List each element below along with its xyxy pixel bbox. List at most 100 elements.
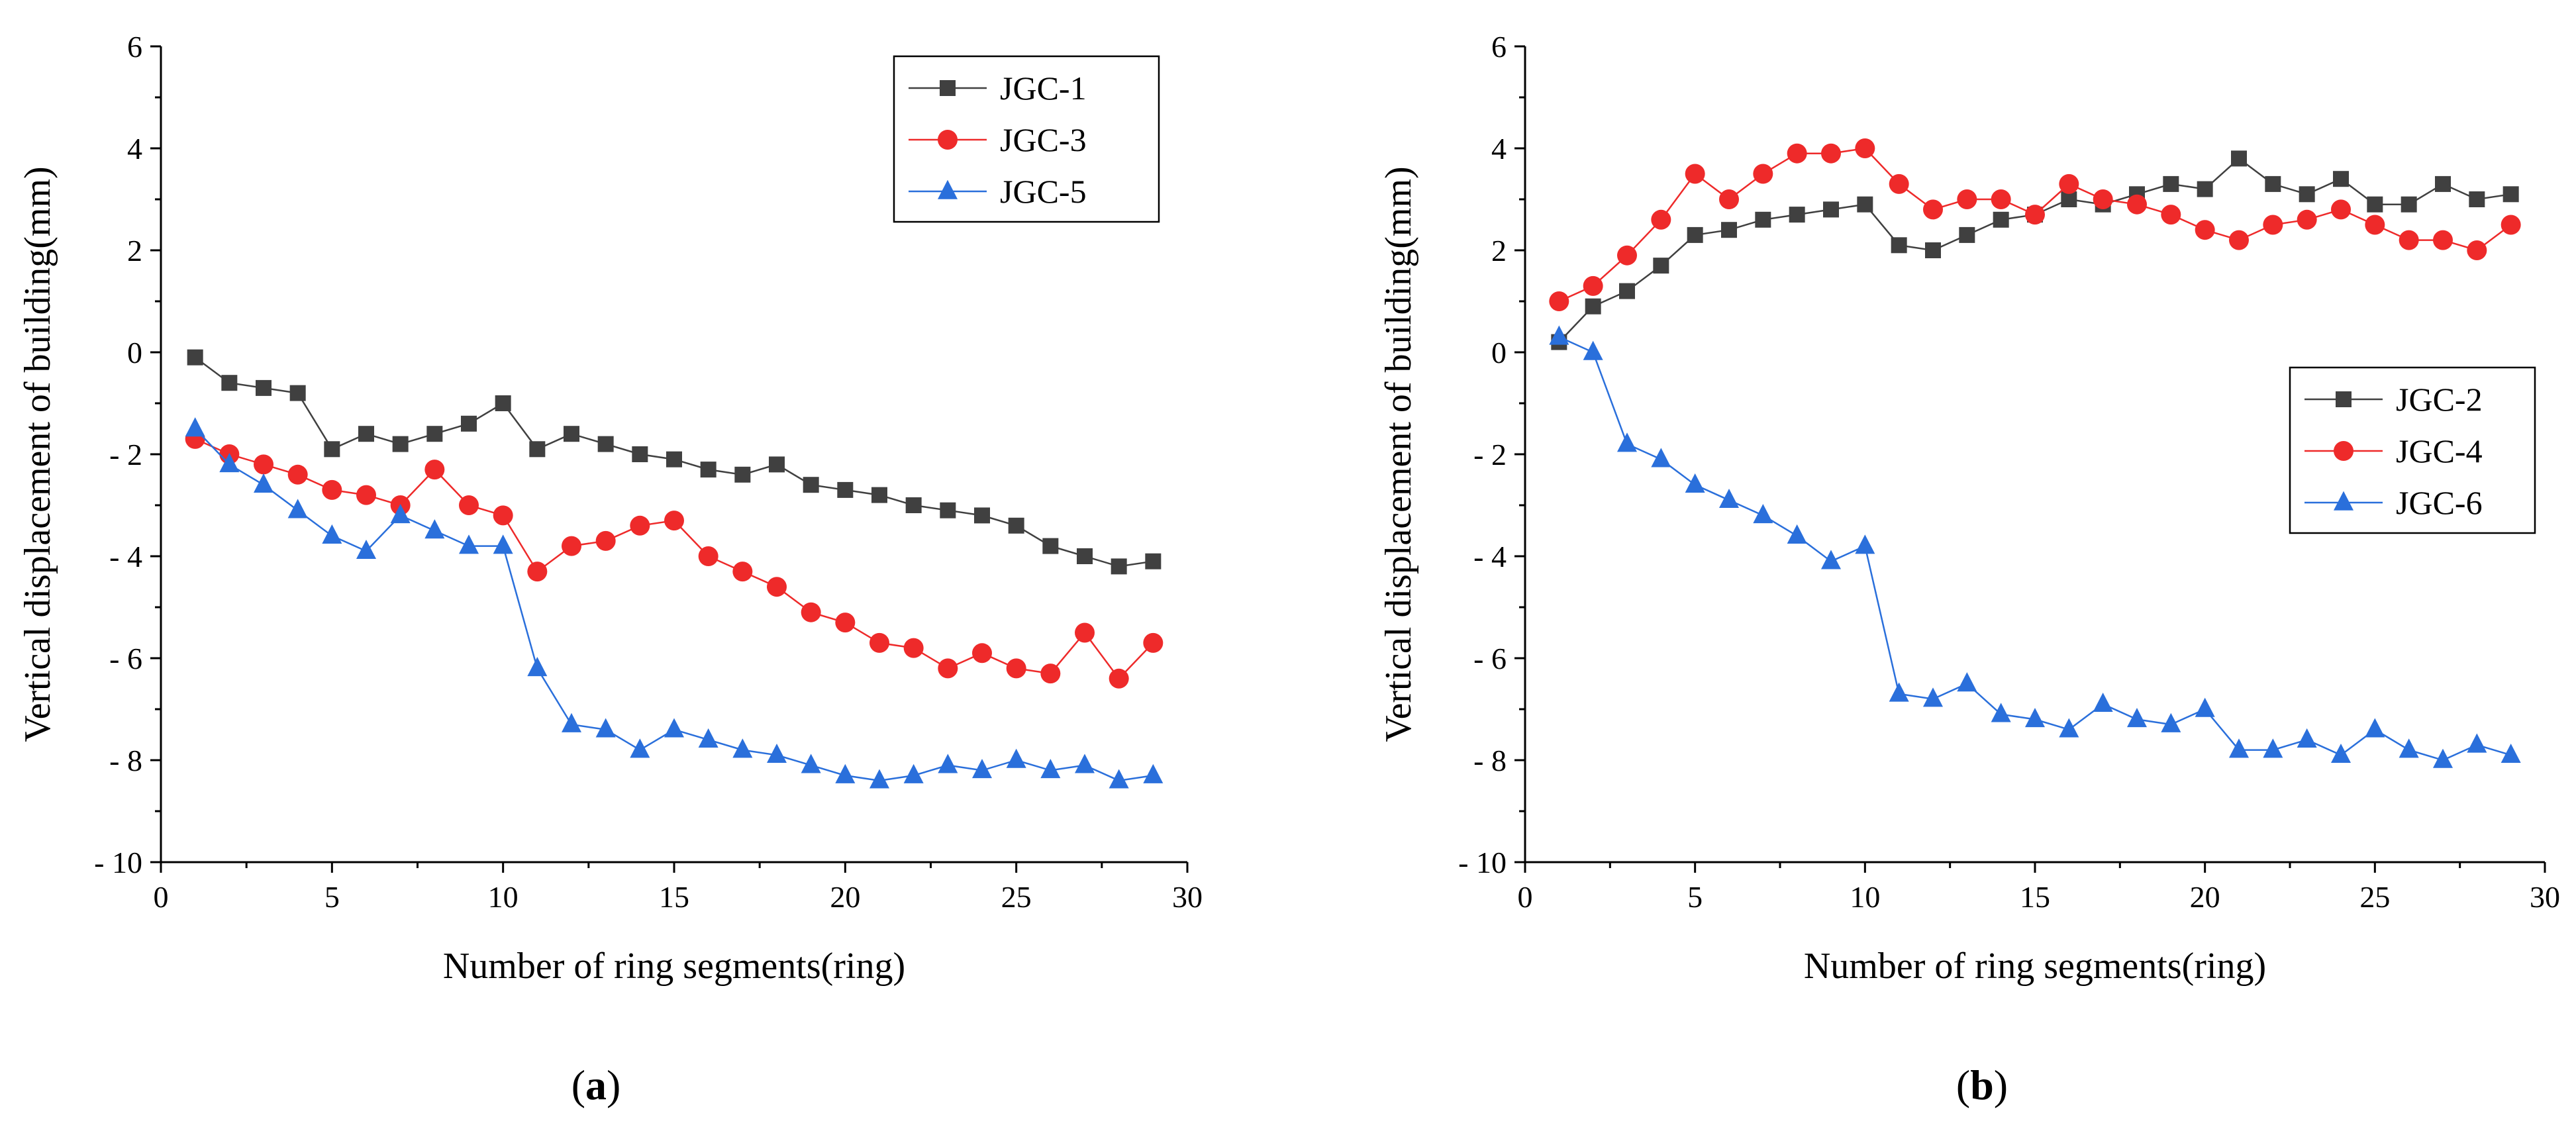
data-point-JGC-2 <box>2502 186 2519 203</box>
data-point-JGC-3 <box>938 658 958 679</box>
series-JGC-4 <box>1549 138 2521 311</box>
data-point-JGC-6 <box>2025 708 2045 728</box>
series-line-JGC-3 <box>195 438 1154 680</box>
data-point-JGC-5 <box>869 769 889 789</box>
data-point-JGC-3 <box>664 511 684 531</box>
data-point-JGC-6 <box>2433 748 2453 768</box>
data-point-JGC-2 <box>1721 222 1737 238</box>
data-point-JGC-1 <box>871 487 887 503</box>
data-point-JGC-3 <box>1040 664 1061 684</box>
y-tick-label: 6 <box>127 30 142 64</box>
data-point-JGC-1 <box>1145 553 1162 569</box>
data-point-JGC-1 <box>803 477 819 493</box>
data-point-JGC-2 <box>1653 258 1669 274</box>
data-point-JGC-4 <box>2161 205 2181 225</box>
x-tick-label: 20 <box>830 880 860 914</box>
legend-label-JGC-3: JGC-3 <box>1000 121 1087 158</box>
data-point-JGC-1 <box>392 436 409 452</box>
x-tick-label: 15 <box>2020 880 2050 914</box>
data-point-JGC-2 <box>2469 191 2485 207</box>
x-tick-label: 0 <box>1518 880 1533 914</box>
x-tick-label: 20 <box>2190 880 2220 914</box>
data-point-JGC-5 <box>527 657 548 677</box>
data-point-JGC-2 <box>2163 175 2179 192</box>
data-point-JGC-4 <box>1889 173 1909 194</box>
series-JGC-3 <box>185 428 1164 689</box>
data-point-JGC-5 <box>185 417 205 437</box>
data-point-JGC-2 <box>2333 171 2349 187</box>
data-point-JGC-4 <box>2059 173 2079 194</box>
data-point-JGC-3 <box>1006 658 1026 679</box>
data-point-JGC-3 <box>254 454 273 475</box>
data-point-JGC-4 <box>2365 215 2385 235</box>
data-point-JGC-3 <box>287 464 308 485</box>
data-point-JGC-3 <box>801 602 821 622</box>
data-point-JGC-2 <box>1619 283 1635 299</box>
data-point-JGC-4 <box>1719 189 1739 209</box>
data-point-JGC-6 <box>1583 340 1603 360</box>
data-point-JGC-1 <box>597 436 614 452</box>
data-point-JGC-5 <box>493 534 513 554</box>
x-axis-title: Number of ring segments(ring) <box>443 946 905 987</box>
data-point-JGC-3 <box>562 536 581 556</box>
x-tick-label: 30 <box>2530 880 2560 914</box>
data-point-JGC-4 <box>2501 215 2521 235</box>
legend: JGC-2 JGC-4 JGC-6 <box>2289 366 2536 534</box>
data-point-JGC-6 <box>1787 524 1807 544</box>
data-point-JGC-5 <box>1075 754 1095 773</box>
data-point-JGC-2 <box>1857 196 1873 213</box>
data-point-JGC-1 <box>837 481 854 498</box>
data-point-JGC-5 <box>732 738 753 758</box>
data-point-JGC-2 <box>1789 207 1805 223</box>
y-tick-label: 0 <box>127 336 142 369</box>
data-point-JGC-1 <box>564 426 579 442</box>
data-point-JGC-3 <box>732 562 753 582</box>
data-point-JGC-4 <box>1787 143 1807 164</box>
data-point-JGC-4 <box>2263 215 2283 235</box>
data-point-JGC-6 <box>1957 672 1977 692</box>
data-point-JGC-1 <box>495 395 511 411</box>
data-point-JGC-5 <box>219 453 240 473</box>
data-point-JGC-3 <box>767 577 787 597</box>
data-point-JGC-1 <box>324 441 340 458</box>
data-point-JGC-2 <box>2231 150 2247 167</box>
data-point-JGC-3 <box>459 495 479 515</box>
legend-label-JGC-4: JGC-4 <box>2396 432 2483 469</box>
data-point-JGC-1 <box>1008 517 1024 534</box>
data-point-JGC-6 <box>1651 448 1671 467</box>
data-point-JGC-2 <box>1925 242 1941 258</box>
data-point-JGC-3 <box>424 460 445 480</box>
data-point-JGC-1 <box>666 451 682 467</box>
y-tick-label: 4 <box>127 132 142 166</box>
legend-label-JGC-5: JGC-5 <box>1000 173 1087 210</box>
legend-marker-JGC-6 <box>2334 491 2353 511</box>
y-tick-label: - 6 <box>109 642 142 675</box>
data-point-JGC-6 <box>1889 682 1909 702</box>
data-point-JGC-4 <box>1685 164 1705 184</box>
data-point-JGC-6 <box>2059 718 2079 738</box>
panel-label-b: (b) <box>1956 1061 2008 1108</box>
series-JGC-1 <box>187 349 1162 575</box>
data-point-JGC-6 <box>2229 738 2249 758</box>
data-point-JGC-6 <box>2127 708 2147 728</box>
data-point-JGC-4 <box>1923 199 1943 220</box>
x-tick-label: 15 <box>659 880 689 914</box>
data-point-JGC-2 <box>2265 175 2281 192</box>
data-point-JGC-2 <box>2367 196 2383 213</box>
data-point-JGC-4 <box>1549 291 1569 311</box>
data-point-JGC-1 <box>769 456 785 473</box>
y-axis-title: Vertical displacement of building(mm) <box>17 166 58 742</box>
x-tick-label: 5 <box>324 880 340 914</box>
data-point-JGC-3 <box>493 505 513 526</box>
data-point-JGC-4 <box>2297 209 2317 230</box>
data-point-JGC-2 <box>1959 226 1975 243</box>
y-tick-label: - 8 <box>109 744 142 777</box>
x-tick-label: 25 <box>1001 880 1032 914</box>
data-point-JGC-6 <box>1617 432 1637 452</box>
series-line-JGC-2 <box>1558 157 2511 343</box>
x-tick-label: 0 <box>154 880 169 914</box>
data-point-JGC-6 <box>1753 504 1773 524</box>
data-point-JGC-5 <box>562 713 581 732</box>
data-point-JGC-2 <box>2061 191 2077 207</box>
